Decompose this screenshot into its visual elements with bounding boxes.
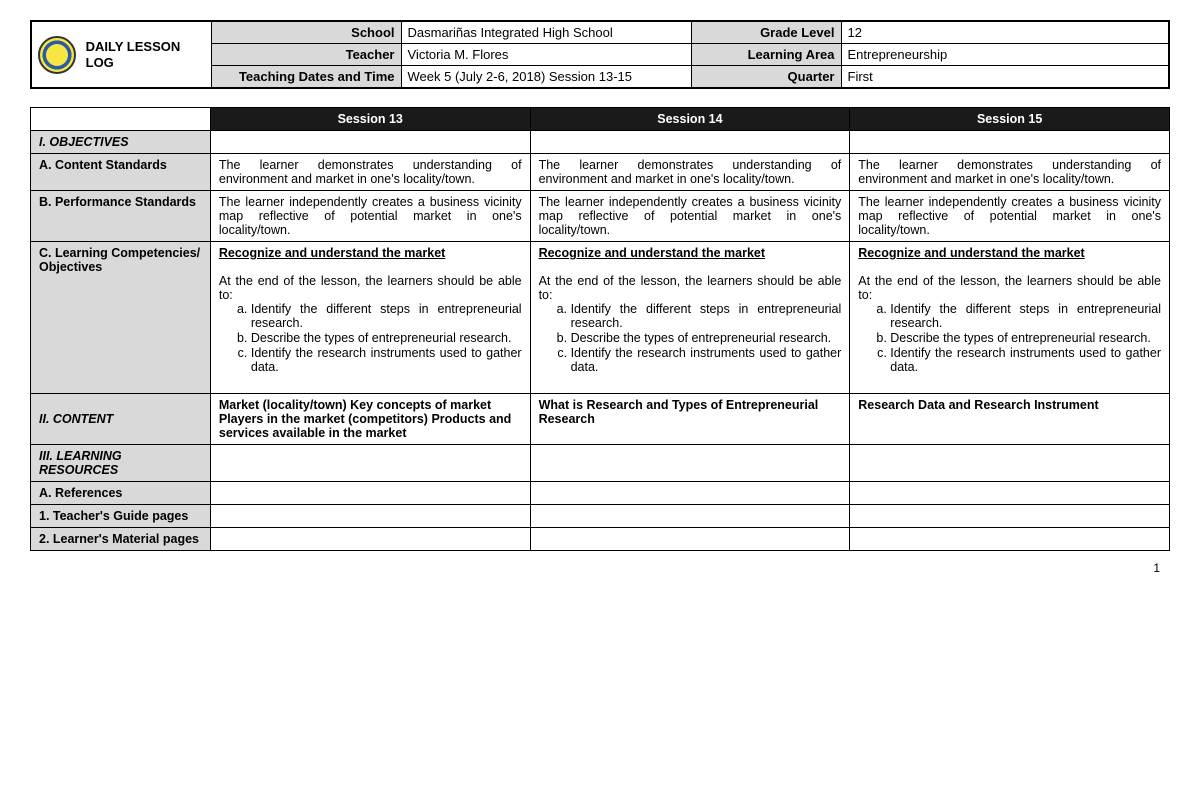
content-s15: Research Data and Research Instrument	[850, 394, 1170, 445]
references-s13	[210, 482, 530, 505]
comp-title: Recognize and understand the market	[219, 246, 522, 260]
teachers-guide-s13	[210, 505, 530, 528]
grade-value: 12	[841, 21, 1169, 44]
header-table: DAILY LESSONLOG School Dasmariñas Integr…	[30, 20, 1170, 89]
references-s14	[530, 482, 850, 505]
objectives-heading: I. OBJECTIVES	[31, 131, 211, 154]
comp-item-c: Identify the research instruments used t…	[571, 346, 842, 374]
teachers-guide-s15	[850, 505, 1170, 528]
session-13-header: Session 13	[210, 108, 530, 131]
learners-material-s13	[210, 528, 530, 551]
dates-label: Teaching Dates and Time	[211, 66, 401, 89]
performance-standards-label: B. Performance Standards	[31, 191, 211, 242]
document-title: DAILY LESSONLOG	[86, 39, 181, 70]
lesson-table: Session 13 Session 14 Session 15 I. OBJE…	[30, 107, 1170, 551]
resources-s14	[530, 445, 850, 482]
teachers-guide-label: 1. Teacher's Guide pages	[31, 505, 211, 528]
content-standards-label: A. Content Standards	[31, 154, 211, 191]
resources-s15	[850, 445, 1170, 482]
comp-title: Recognize and understand the market	[539, 246, 842, 260]
comp-intro: At the end of the lesson, the learners s…	[539, 274, 842, 302]
content-heading: II. CONTENT	[31, 394, 211, 445]
content-standards-s15: The learner demonstrates understanding o…	[850, 154, 1170, 191]
area-value: Entrepreneurship	[841, 44, 1169, 66]
objectives-s13	[210, 131, 530, 154]
performance-standards-s15: The learner independently creates a busi…	[850, 191, 1170, 242]
blank-corner	[31, 108, 211, 131]
competencies-s14: Recognize and understand the market At t…	[530, 242, 850, 394]
session-14-header: Session 14	[530, 108, 850, 131]
dates-value: Week 5 (July 2-6, 2018) Session 13-15	[401, 66, 691, 89]
comp-title: Recognize and understand the market	[858, 246, 1161, 260]
comp-item-b: Describe the types of entrepreneurial re…	[251, 331, 522, 345]
content-standards-s14: The learner demonstrates understanding o…	[530, 154, 850, 191]
comp-item-a: Identify the different steps in entrepre…	[890, 302, 1161, 330]
comp-list: Identify the different steps in entrepre…	[858, 302, 1161, 374]
comp-item-c: Identify the research instruments used t…	[890, 346, 1161, 374]
area-label: Learning Area	[691, 44, 841, 66]
quarter-value: First	[841, 66, 1169, 89]
performance-standards-s14: The learner independently creates a busi…	[530, 191, 850, 242]
objectives-s14	[530, 131, 850, 154]
comp-item-b: Describe the types of entrepreneurial re…	[890, 331, 1161, 345]
comp-item-a: Identify the different steps in entrepre…	[251, 302, 522, 330]
learners-material-s15	[850, 528, 1170, 551]
comp-list: Identify the different steps in entrepre…	[219, 302, 522, 374]
objectives-s15	[850, 131, 1170, 154]
teachers-guide-s14	[530, 505, 850, 528]
performance-standards-s13: The learner independently creates a busi…	[210, 191, 530, 242]
content-standards-s13: The learner demonstrates understanding o…	[210, 154, 530, 191]
references-label: A. References	[31, 482, 211, 505]
teacher-value: Victoria M. Flores	[401, 44, 691, 66]
deped-logo-icon	[38, 36, 76, 74]
teacher-label: Teacher	[211, 44, 401, 66]
references-s15	[850, 482, 1170, 505]
comp-item-b: Describe the types of entrepreneurial re…	[571, 331, 842, 345]
resources-s13	[210, 445, 530, 482]
comp-item-c: Identify the research instruments used t…	[251, 346, 522, 374]
content-s13: Market (locality/town) Key concepts of m…	[210, 394, 530, 445]
learners-material-s14	[530, 528, 850, 551]
competencies-label: C. Learning Competencies/ Objectives	[31, 242, 211, 394]
comp-list: Identify the different steps in entrepre…	[539, 302, 842, 374]
comp-item-a: Identify the different steps in entrepre…	[571, 302, 842, 330]
grade-label: Grade Level	[691, 21, 841, 44]
school-label: School	[211, 21, 401, 44]
competencies-s13: Recognize and understand the market At t…	[210, 242, 530, 394]
school-value: Dasmariñas Integrated High School	[401, 21, 691, 44]
logo-title-cell: DAILY LESSONLOG	[31, 21, 211, 88]
competencies-s15: Recognize and understand the market At t…	[850, 242, 1170, 394]
resources-heading: III. LEARNING RESOURCES	[31, 445, 211, 482]
page-number: 1	[30, 561, 1170, 575]
learners-material-label: 2. Learner's Material pages	[31, 528, 211, 551]
quarter-label: Quarter	[691, 66, 841, 89]
session-15-header: Session 15	[850, 108, 1170, 131]
comp-intro: At the end of the lesson, the learners s…	[219, 274, 522, 302]
comp-intro: At the end of the lesson, the learners s…	[858, 274, 1161, 302]
content-s14: What is Research and Types of Entreprene…	[530, 394, 850, 445]
